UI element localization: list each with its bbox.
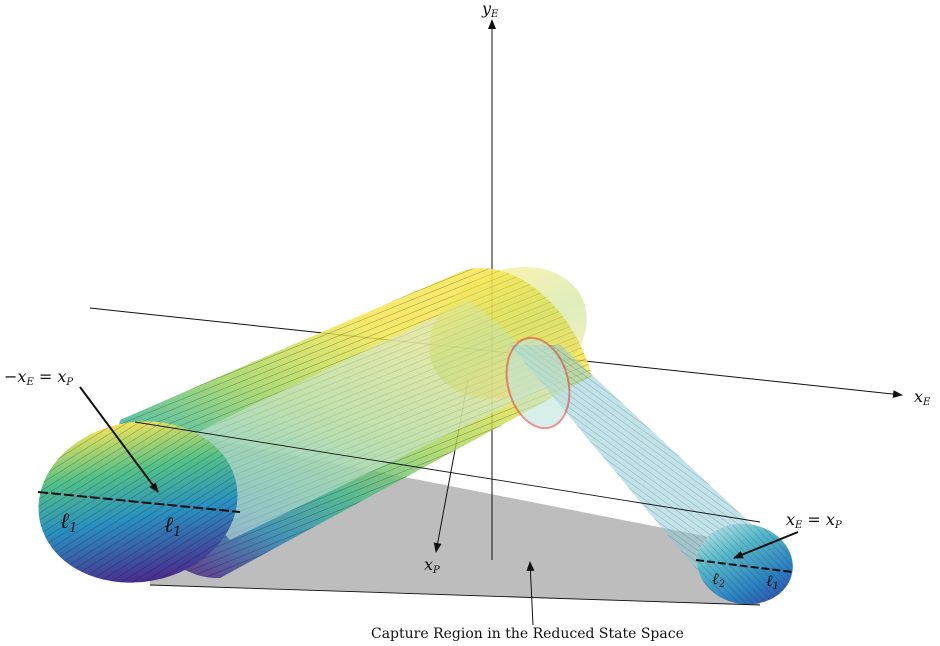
eq-left-arrow <box>79 386 159 493</box>
x-axis-label: xE <box>914 387 931 408</box>
eq-right-label: xE = xP <box>786 510 842 531</box>
y-axis-label: yE <box>481 0 499 20</box>
small-cylinder-far-cap <box>505 336 571 430</box>
ell1-label-a: ℓ1 <box>60 509 77 536</box>
eq-left-label: −xE = xP <box>4 367 73 388</box>
eq-right-arrow <box>733 531 799 559</box>
region-top-edge <box>134 421 761 523</box>
caption: Capture Region in the Reduced State Spac… <box>371 626 684 642</box>
caption-arrow <box>526 561 535 626</box>
right-cap-line <box>695 559 793 573</box>
ell1-label-b: ℓ1 <box>164 513 181 540</box>
xp-axis-label: xP <box>424 555 440 576</box>
left-cap-line <box>37 491 241 513</box>
ell2-label-a: ℓ2 <box>712 569 725 590</box>
region-bottom-edge <box>149 584 761 606</box>
ell2-label-b: ℓ1 <box>766 571 779 592</box>
